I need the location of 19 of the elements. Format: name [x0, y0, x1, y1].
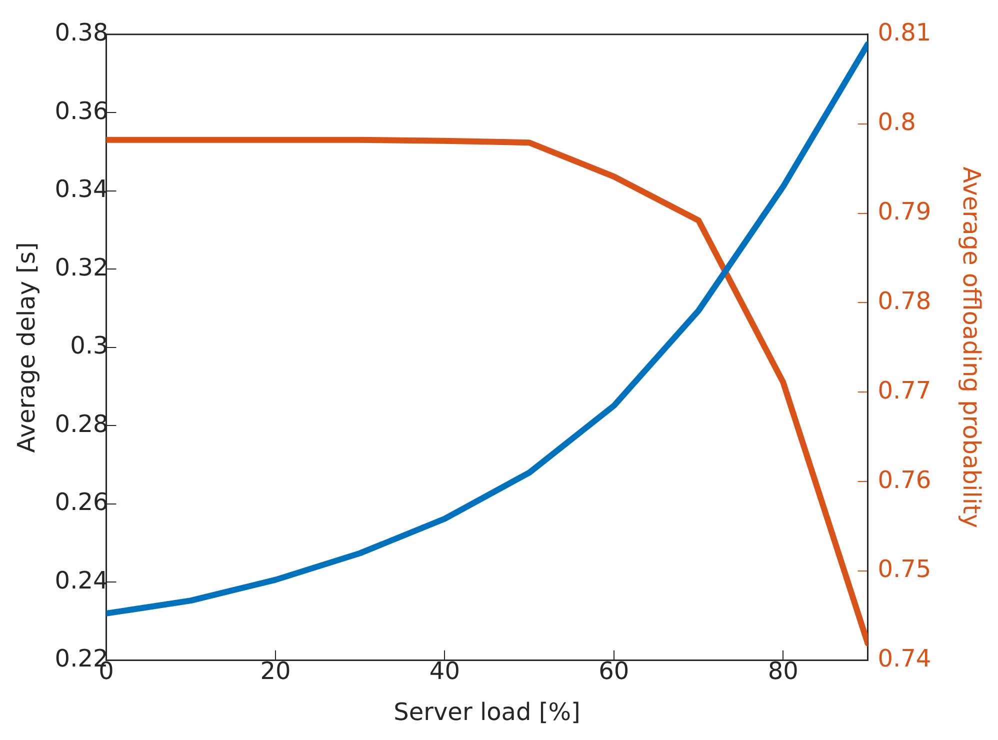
y-tick-label: 0.28: [54, 410, 108, 438]
y2-axis-title: Average offloading probability: [957, 166, 986, 528]
y2-tick-label: 0.77: [878, 376, 932, 404]
y-axis-title: Average delay [s]: [12, 242, 41, 453]
y2-tick-label: 0.75: [878, 555, 932, 584]
y2-tick-label: 0.81: [878, 18, 932, 47]
y2-tick-label: 0.74: [878, 644, 932, 673]
y2-tick-label: 0.8: [878, 108, 916, 136]
y2-tick-label: 0.78: [878, 286, 932, 315]
x-tick-label: 20: [260, 657, 291, 686]
y-tick-label: 0.38: [54, 18, 108, 47]
y-tick-label: 0.32: [54, 253, 108, 282]
y2-tick-label: 0.79: [878, 197, 932, 226]
x-tick-label: 80: [768, 657, 798, 686]
y2-tick-label: 0.76: [878, 466, 932, 494]
x-tick-label: 60: [598, 657, 630, 686]
x-axis-title: Server load [%]: [394, 698, 580, 726]
x-tick-label: 40: [429, 657, 460, 686]
y-tick-label: 0.3: [70, 332, 108, 360]
